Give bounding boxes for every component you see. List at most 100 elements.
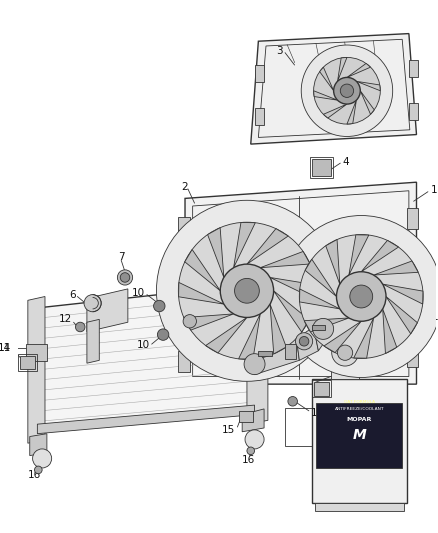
- Bar: [312, 381, 331, 398]
- Bar: [314, 503, 404, 511]
- Circle shape: [301, 45, 393, 136]
- Polygon shape: [314, 91, 338, 100]
- Polygon shape: [320, 67, 334, 91]
- Text: 2: 2: [182, 182, 188, 192]
- Bar: [285, 344, 297, 359]
- Polygon shape: [349, 235, 369, 275]
- Text: 8: 8: [237, 334, 243, 344]
- Polygon shape: [347, 63, 371, 77]
- Bar: [178, 351, 190, 372]
- Polygon shape: [274, 291, 309, 332]
- Circle shape: [156, 200, 337, 381]
- Polygon shape: [247, 272, 268, 424]
- Circle shape: [245, 430, 264, 449]
- Bar: [312, 325, 325, 330]
- Polygon shape: [270, 304, 286, 354]
- Circle shape: [75, 322, 85, 332]
- Polygon shape: [270, 278, 315, 299]
- Bar: [18, 354, 37, 371]
- Polygon shape: [304, 318, 349, 332]
- Circle shape: [337, 345, 353, 360]
- Text: 7: 7: [118, 253, 124, 262]
- Circle shape: [235, 278, 259, 303]
- Bar: [314, 382, 329, 395]
- Text: 16: 16: [28, 470, 41, 480]
- Circle shape: [178, 222, 315, 359]
- Circle shape: [334, 77, 360, 104]
- Bar: [409, 103, 418, 120]
- Polygon shape: [185, 249, 220, 291]
- Circle shape: [332, 340, 358, 366]
- Polygon shape: [87, 319, 99, 363]
- Bar: [312, 159, 331, 176]
- Circle shape: [220, 264, 274, 318]
- Circle shape: [35, 466, 42, 474]
- Circle shape: [247, 447, 254, 455]
- Polygon shape: [338, 58, 347, 82]
- Text: 3: 3: [276, 46, 283, 56]
- Polygon shape: [383, 284, 423, 304]
- Polygon shape: [30, 434, 47, 456]
- Polygon shape: [374, 261, 418, 275]
- Text: ANTIFREEZE/COOLANT: ANTIFREEZE/COOLANT: [335, 407, 384, 411]
- Text: 16: 16: [242, 455, 255, 465]
- Polygon shape: [360, 91, 374, 114]
- Text: 1: 1: [432, 312, 438, 322]
- Bar: [239, 411, 253, 422]
- Circle shape: [244, 354, 265, 375]
- Text: 11: 11: [333, 369, 346, 379]
- Polygon shape: [324, 321, 361, 353]
- Circle shape: [299, 336, 309, 346]
- Text: 8: 8: [293, 309, 300, 319]
- Text: 1: 1: [431, 185, 438, 195]
- Bar: [254, 65, 264, 82]
- Text: 6: 6: [69, 289, 75, 300]
- Polygon shape: [383, 309, 397, 353]
- Text: OAT FORMULA: OAT FORMULA: [344, 400, 375, 403]
- Circle shape: [157, 329, 169, 341]
- Polygon shape: [28, 296, 45, 443]
- Polygon shape: [179, 282, 224, 304]
- Polygon shape: [326, 239, 340, 284]
- Text: 13: 13: [173, 264, 187, 274]
- Bar: [407, 346, 418, 367]
- Polygon shape: [233, 222, 255, 268]
- Circle shape: [350, 285, 373, 308]
- Circle shape: [117, 270, 133, 285]
- Bar: [310, 157, 333, 179]
- Polygon shape: [297, 327, 318, 360]
- Polygon shape: [242, 409, 264, 432]
- Polygon shape: [361, 240, 399, 272]
- Text: 15: 15: [222, 425, 236, 435]
- Polygon shape: [190, 306, 219, 327]
- Polygon shape: [254, 338, 299, 375]
- Circle shape: [340, 84, 353, 98]
- Text: 17: 17: [262, 329, 276, 340]
- Bar: [312, 379, 407, 503]
- Text: 12: 12: [58, 314, 72, 325]
- Polygon shape: [354, 318, 374, 358]
- Polygon shape: [251, 34, 417, 144]
- Circle shape: [336, 272, 386, 321]
- Polygon shape: [314, 318, 325, 351]
- Bar: [178, 217, 190, 238]
- Bar: [20, 356, 35, 369]
- Polygon shape: [386, 296, 417, 334]
- Text: 11: 11: [0, 343, 11, 353]
- Circle shape: [154, 300, 165, 312]
- Text: 10: 10: [132, 288, 145, 298]
- Polygon shape: [184, 314, 233, 330]
- Polygon shape: [323, 104, 347, 118]
- Bar: [26, 344, 47, 361]
- Circle shape: [314, 58, 380, 124]
- Polygon shape: [247, 229, 288, 264]
- Bar: [409, 60, 418, 77]
- Circle shape: [280, 215, 438, 377]
- Polygon shape: [239, 314, 260, 359]
- Text: 12: 12: [311, 408, 324, 418]
- Circle shape: [32, 449, 52, 468]
- Circle shape: [238, 294, 252, 307]
- Text: 18: 18: [336, 357, 349, 367]
- Polygon shape: [260, 252, 310, 268]
- Circle shape: [84, 295, 101, 312]
